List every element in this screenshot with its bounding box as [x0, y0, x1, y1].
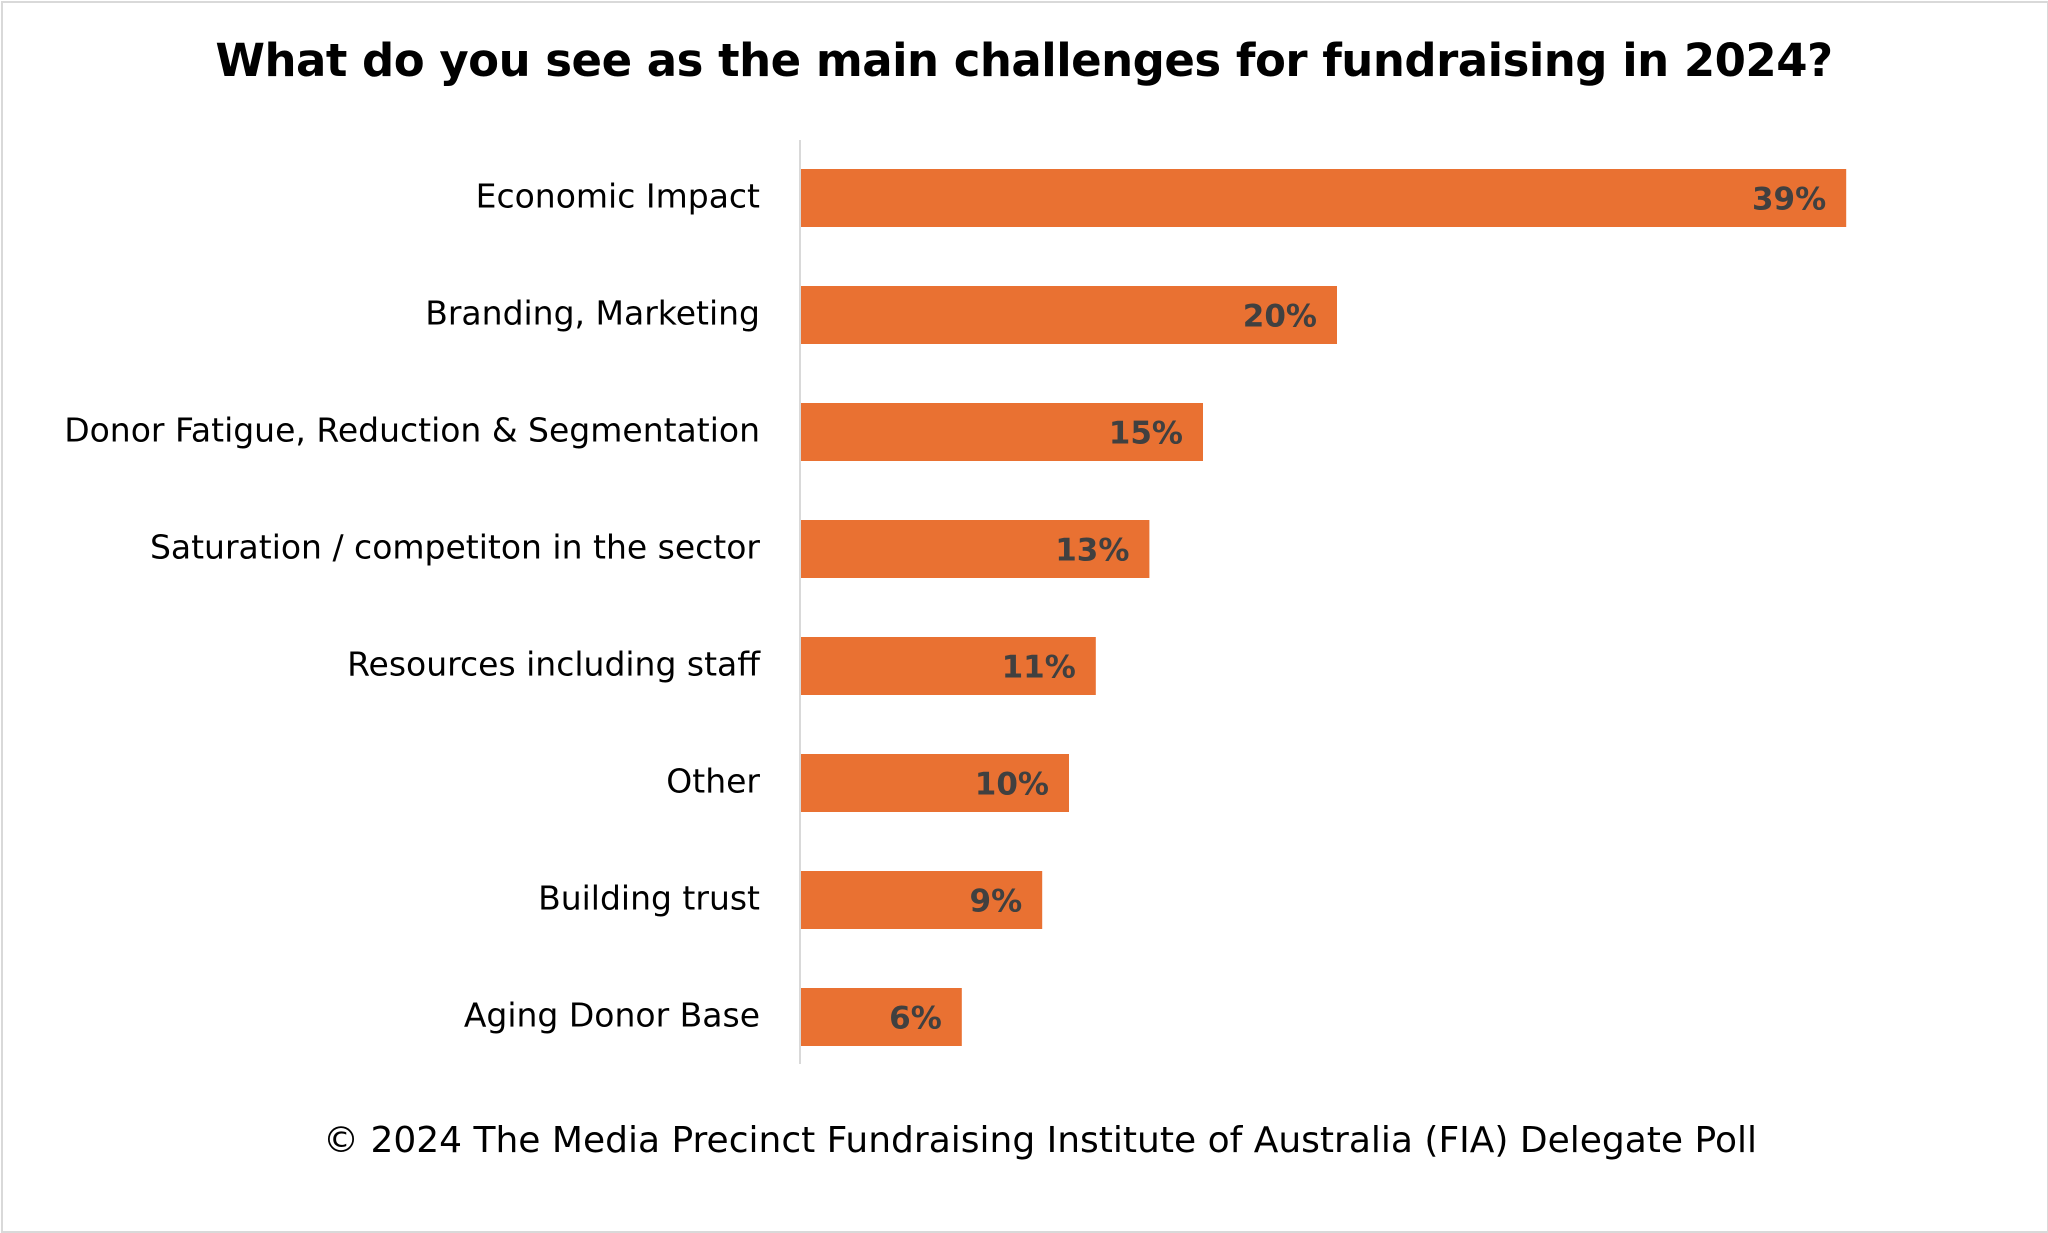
category-label: Other — [666, 762, 760, 801]
bars-group — [801, 169, 1847, 1046]
data-labels-group: 39% 20% 15% 13% 11% 10% 9% 6% — [889, 182, 1826, 1037]
data-label: 39% — [1752, 182, 1826, 218]
bar — [801, 754, 1069, 812]
data-label: 10% — [975, 767, 1049, 803]
data-label: 11% — [1002, 650, 1076, 686]
category-label: Saturation / competiton in the sector — [150, 528, 760, 567]
data-label: 15% — [1109, 416, 1183, 452]
data-label: 6% — [889, 1001, 942, 1037]
category-label: Economic Impact — [476, 177, 760, 216]
bar — [801, 286, 1337, 344]
category-label: Donor Fatigue, Reduction & Segmentation — [64, 411, 760, 450]
category-label: Branding, Marketing — [425, 294, 760, 333]
category-labels-group: Economic Impact Branding, Marketing Donor … — [64, 177, 761, 1035]
chart-title: What do you see as the main challenges f… — [215, 34, 1833, 87]
source-note: © 2024 The Media Precinct Fundraising In… — [323, 1120, 1757, 1161]
bar — [801, 520, 1150, 578]
bar — [801, 988, 962, 1046]
data-label: 13% — [1055, 533, 1129, 569]
bar — [801, 403, 1203, 461]
bar — [801, 637, 1096, 695]
data-label: 20% — [1243, 299, 1317, 335]
data-label: 9% — [970, 884, 1023, 920]
category-label: Resources including staff — [347, 645, 761, 684]
bar — [801, 169, 1847, 227]
category-label: Aging Donor Base — [464, 996, 760, 1035]
bar — [801, 871, 1043, 929]
category-label: Building trust — [538, 879, 760, 918]
